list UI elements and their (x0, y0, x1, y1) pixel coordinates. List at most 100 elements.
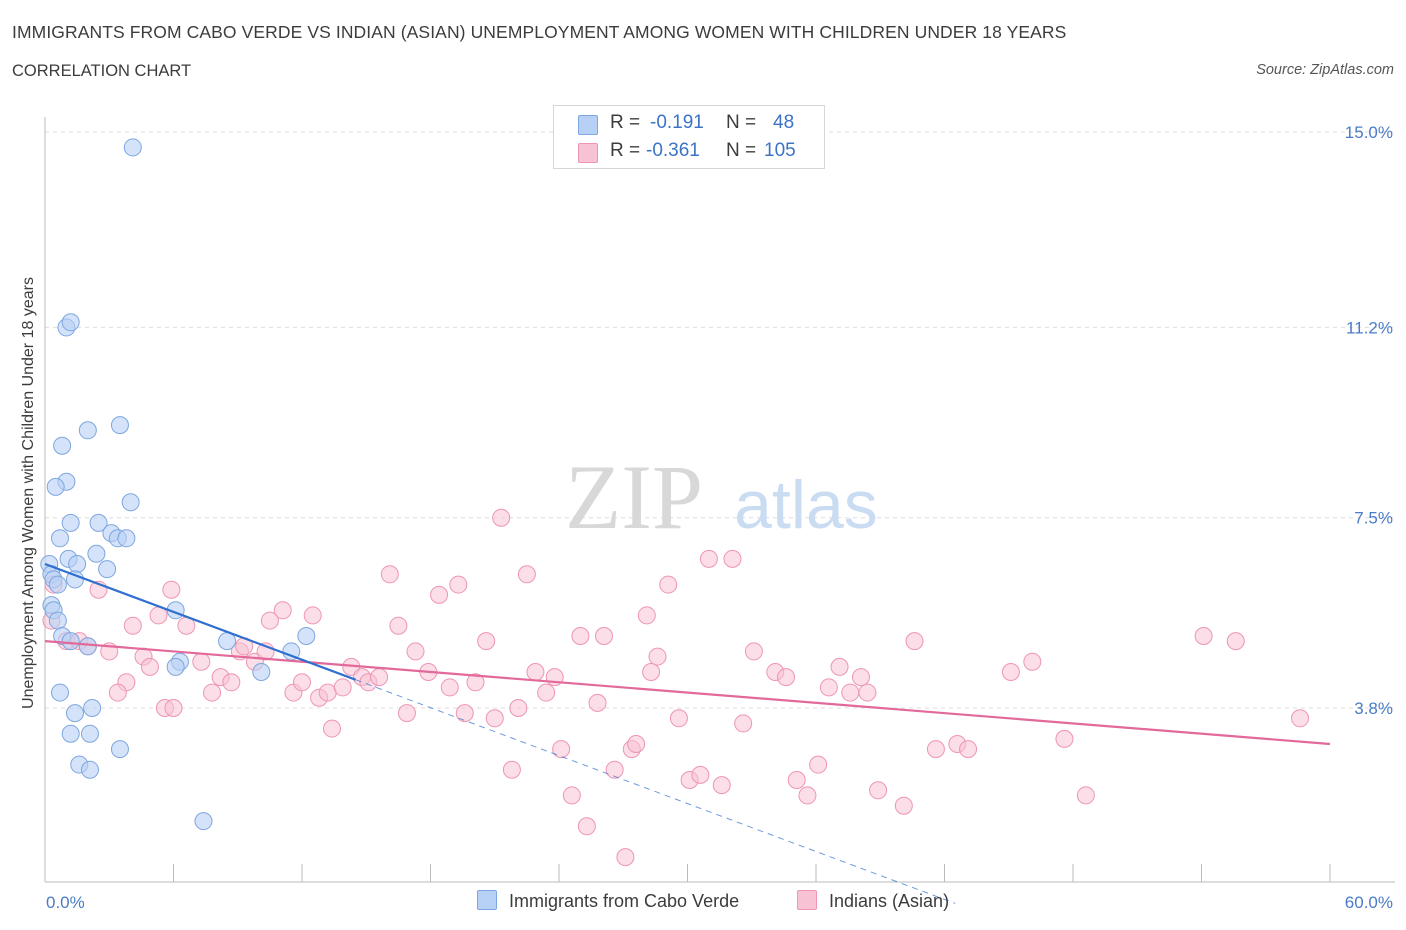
blue-point (48, 575, 67, 594)
pink-point (699, 549, 718, 568)
blue-point (110, 740, 129, 759)
chart-title: IMMIGRANTS FROM CABO VERDE VS INDIAN (AS… (12, 22, 1067, 42)
blue-point (78, 637, 97, 656)
blue-point (166, 657, 185, 676)
pink-trend-line (44, 640, 1331, 746)
blue-series-points (40, 138, 316, 831)
blue-point (83, 699, 102, 717)
blue-point (80, 760, 99, 779)
legend-r-value: -0.361 (646, 140, 700, 161)
blue-point (194, 812, 213, 831)
watermark: ZIP atlas (565, 446, 878, 548)
pink-point (293, 673, 311, 692)
pink-point (1076, 786, 1095, 805)
legend-r-label: R = (610, 112, 641, 133)
legend-n-value: 48 (773, 112, 795, 133)
pink-series-points (42, 508, 1310, 867)
pink-point (455, 704, 474, 723)
pink-point (492, 508, 511, 527)
blue-point (89, 513, 108, 532)
pink-point (164, 699, 183, 717)
blue-point (80, 724, 99, 743)
pink-point (318, 683, 337, 702)
blue-trend-line (44, 562, 356, 681)
bottom-legend-label-pink: Indians (Asian) (829, 891, 950, 911)
pink-point (691, 765, 710, 784)
blue-point (46, 477, 65, 496)
pink-point (322, 719, 341, 738)
pink-point (869, 781, 888, 800)
pink-point (526, 663, 545, 681)
blue-point (61, 724, 80, 743)
pink-point (905, 632, 924, 651)
pink-point (1023, 652, 1042, 671)
bottom-legend-swatch-blue (477, 890, 497, 910)
pink-point (894, 796, 913, 815)
pink-point (303, 606, 322, 625)
trend-lines (44, 562, 1331, 904)
blue-point (48, 611, 67, 630)
watermark-zip: ZIP (565, 446, 703, 548)
legend-n-label: N = (726, 112, 757, 133)
legend-swatch-blue (578, 115, 598, 135)
watermark-atlas: atlas (734, 467, 878, 543)
pink-point (140, 657, 159, 676)
pink-point (192, 652, 211, 671)
pink-point (1055, 729, 1074, 748)
legend-r-value: -0.191 (650, 112, 704, 133)
pink-point (260, 611, 279, 630)
y-tick-label: 11.2% (1346, 318, 1393, 337)
pink-point (477, 632, 496, 651)
blue-trend-extension (355, 679, 956, 904)
pink-point (517, 565, 536, 584)
legend-n-value: 105 (764, 140, 796, 161)
pink-point (380, 565, 399, 584)
pink-point (449, 575, 468, 594)
pink-point (648, 647, 667, 666)
pink-point (723, 549, 742, 568)
blue-point (123, 138, 142, 157)
pink-point (712, 776, 731, 795)
blue-point (110, 416, 129, 435)
pink-point (203, 683, 222, 702)
pink-point (734, 714, 753, 733)
pink-point (787, 771, 806, 789)
pink-point (594, 627, 613, 645)
blue-point (121, 493, 140, 512)
pink-point (370, 668, 389, 687)
pink-point (577, 817, 596, 836)
grid-lines (45, 131, 1395, 709)
pink-point (858, 683, 877, 702)
blue-point (297, 627, 316, 645)
pink-point (588, 693, 607, 712)
blue-point (78, 421, 97, 440)
stats-legend: R = -0.191 N = 48 R = -0.361 N = 105 (553, 105, 825, 169)
blue-point (65, 704, 84, 723)
pink-point (389, 616, 408, 635)
pink-point (502, 760, 521, 779)
pink-point (562, 786, 581, 805)
pink-point (273, 601, 292, 620)
pink-point (627, 735, 646, 753)
pink-point (485, 709, 504, 728)
pink-point (1194, 627, 1213, 645)
x-tick-label: 0.0% (46, 893, 85, 912)
pink-point (616, 848, 635, 867)
pink-point (1001, 663, 1020, 681)
blue-point (50, 529, 69, 548)
pink-point (659, 575, 678, 594)
pink-point (830, 657, 849, 676)
pink-point (744, 642, 763, 661)
pink-point (509, 699, 528, 717)
pink-point (1226, 632, 1245, 651)
pink-point (809, 755, 828, 774)
y-tick-label: 3.8% (1354, 699, 1393, 718)
tick-labels: 3.8% 7.5% 11.2% 15.0% 0.0% 60.0% (46, 123, 1393, 912)
pink-point (406, 642, 425, 661)
blue-point (50, 683, 69, 702)
pink-point (841, 683, 860, 702)
pink-point (959, 740, 978, 759)
pink-point (819, 678, 838, 697)
bottom-legend-pink: Indians (Asian) (797, 890, 949, 912)
blue-point (61, 632, 80, 651)
